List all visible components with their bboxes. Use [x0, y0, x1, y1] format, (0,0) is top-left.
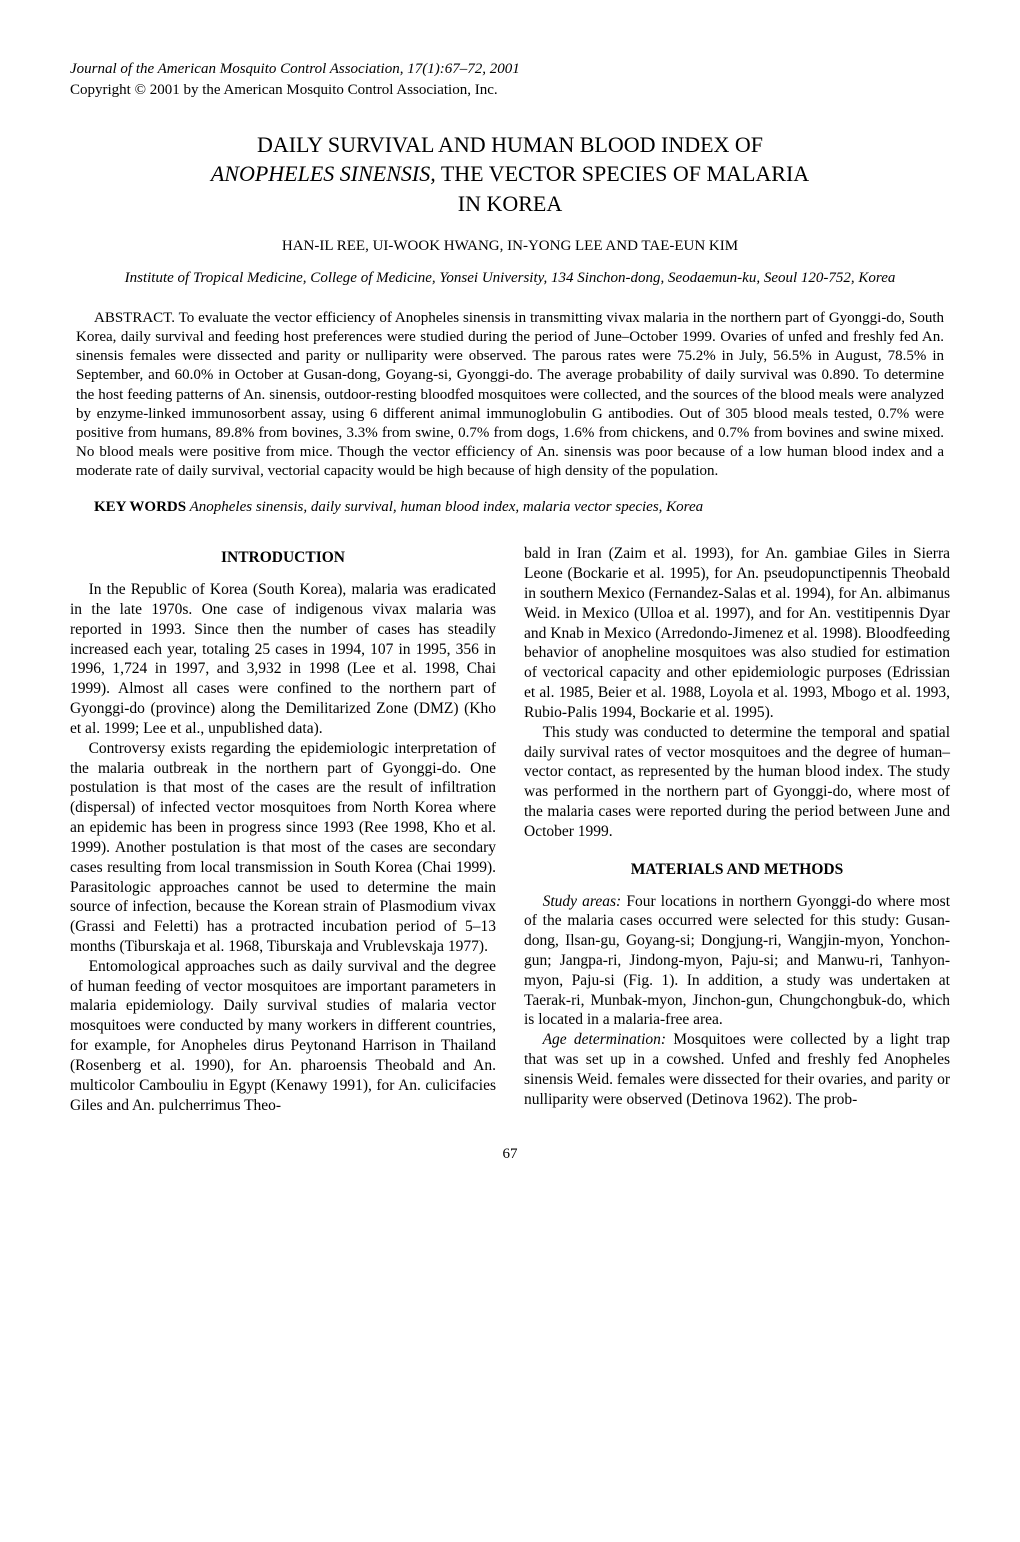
title-line-2-rest: THE VECTOR SPECIES OF MALARIA: [436, 161, 809, 186]
article-title: DAILY SURVIVAL AND HUMAN BLOOD INDEX OF …: [150, 130, 870, 219]
study-areas-text: Four locations in northern Gyonggi-do wh…: [524, 893, 950, 1029]
title-line-1: DAILY SURVIVAL AND HUMAN BLOOD INDEX OF: [257, 132, 763, 157]
copyright-line: Copyright © 2001 by the American Mosquit…: [70, 81, 950, 100]
intro-para-4: This study was conducted to determine th…: [524, 723, 950, 842]
page-number: 67: [70, 1145, 950, 1164]
right-column: bald in Iran (Zaim et al. 1993), for An.…: [524, 544, 950, 1115]
intro-para-1: In the Republic of Korea (South Korea), …: [70, 580, 496, 739]
left-column: INTRODUCTION In the Republic of Korea (S…: [70, 544, 496, 1115]
materials-heading: MATERIALS AND METHODS: [524, 860, 950, 880]
author-list: HAN-IL REE, UI-WOOK HWANG, IN-YONG LEE A…: [70, 237, 950, 256]
intro-para-2: Controversy exists regarding the epidemi…: [70, 739, 496, 957]
keywords-block: KEY WORDS Anopheles sinensis, daily surv…: [76, 498, 944, 517]
age-det-label: Age determination:: [543, 1031, 666, 1048]
abstract-text: To evaluate the vector efficiency of Ano…: [76, 310, 944, 480]
intro-para-3: Entomological approaches such as daily s…: [70, 957, 496, 1116]
title-line-3: IN KOREA: [458, 191, 563, 216]
keywords-label: KEY WORDS: [94, 499, 186, 515]
intro-para-3-cont: bald in Iran (Zaim et al. 1993), for An.…: [524, 544, 950, 722]
methods-para-1: Study areas: Four locations in northern …: [524, 892, 950, 1031]
methods-para-2: Age determination: Mosquitoes were colle…: [524, 1030, 950, 1109]
body-columns: INTRODUCTION In the Republic of Korea (S…: [70, 544, 950, 1115]
affiliation: Institute of Tropical Medicine, College …: [110, 269, 910, 289]
keywords-text: Anopheles sinensis, daily survival, huma…: [186, 499, 703, 515]
title-species-italic: ANOPHELES SINENSIS,: [211, 161, 436, 186]
journal-citation: Journal of the American Mosquito Control…: [70, 60, 950, 79]
abstract-block: ABSTRACT. To evaluate the vector efficie…: [76, 309, 944, 482]
introduction-heading: INTRODUCTION: [70, 548, 496, 568]
study-areas-label: Study areas:: [543, 893, 622, 910]
abstract-label: ABSTRACT.: [94, 310, 175, 326]
